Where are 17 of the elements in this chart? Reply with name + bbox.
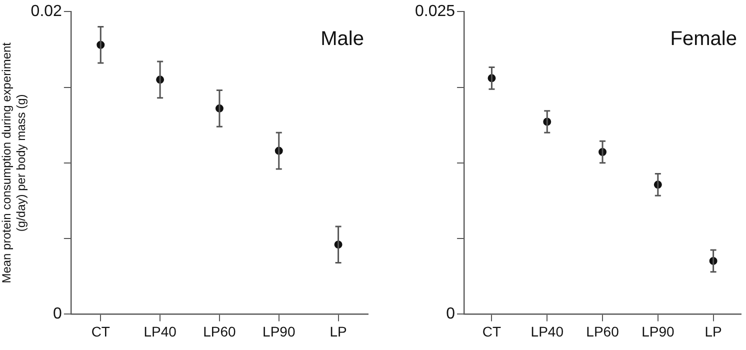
x-tick-label: LP (330, 323, 347, 340)
x-tick-label: LP40 (144, 323, 177, 340)
x-tick-label: LP40 (530, 323, 564, 340)
text: Female (670, 28, 737, 50)
x-tick-label: LP60 (586, 323, 620, 340)
y-tick-label: 0.02 (30, 3, 62, 20)
x-tick-label: LP60 (203, 323, 236, 340)
y-tick-label: 0.025 (414, 3, 456, 20)
y-tick-label: 0 (446, 306, 456, 323)
y-axis-title: Mean protein consumption during experiment (g/day) per body mass (g) (0, 42, 28, 284)
x-tick-label: LP90 (642, 323, 674, 340)
x-tick-label: LP90 (262, 323, 296, 340)
y-tick-label: 0 (53, 306, 62, 323)
x-tick-label: CT (91, 323, 110, 340)
x-tick-label: LP (704, 323, 722, 340)
text: Male (320, 28, 364, 50)
x-tick-label: CT (482, 323, 502, 340)
